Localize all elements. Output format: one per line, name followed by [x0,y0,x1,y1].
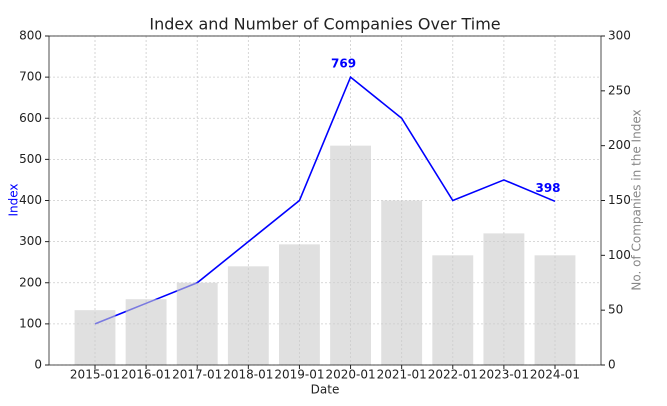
x-tick-label: 2017-01 [172,368,222,382]
y-tick-label: 600 [19,111,42,125]
y-tick-label: 300 [19,234,42,248]
y-tick-label: 100 [19,316,42,330]
x-tick-label: 2022-01 [428,368,478,382]
y-tick-label: 500 [19,152,42,166]
y-tick-label: 0 [34,358,42,372]
bar [330,145,371,365]
bar [381,200,423,365]
x-tick-label: 2024-01 [530,368,580,382]
x-tick-label: 2015-01 [70,368,120,382]
annotation: 398 [535,181,560,195]
y-tick-label: 800 [19,29,42,43]
bar [483,233,525,365]
bar [279,244,320,365]
y2-tick-label: 150 [608,193,631,207]
bar [74,310,116,365]
annotation: 769 [331,57,356,71]
bar [534,255,576,365]
y2-tick-label: 0 [608,358,616,372]
y2-axis-label: No. of Companies in the Index [630,109,644,290]
y2-tick-label: 100 [608,248,631,262]
x-tick-label: 2019-01 [274,368,324,382]
y-tick-label: 400 [19,193,42,207]
y2-tick-label: 200 [608,138,631,152]
x-tick-label: 2023-01 [479,368,529,382]
chart-title: Index and Number of Companies Over Time [149,15,500,34]
bar [227,266,269,365]
bar [176,282,218,365]
line [94,75,556,325]
x-tick-label: 2016-01 [121,368,171,382]
x-tick-label: 2021-01 [377,368,427,382]
bar [125,299,167,365]
y2-tick-label: 250 [608,83,631,97]
y2-tick-label: 50 [608,303,623,317]
bar [432,255,474,365]
x-tick-label: 2018-01 [223,368,273,382]
y-axis-label: Index [7,183,21,216]
y-tick-label: 200 [19,275,42,289]
plot-frame [48,35,602,366]
y2-tick-label: 300 [608,29,631,43]
y-tick-label: 700 [19,70,42,84]
x-axis-label: Date [311,383,340,397]
x-tick-label: 2020-01 [325,368,375,382]
